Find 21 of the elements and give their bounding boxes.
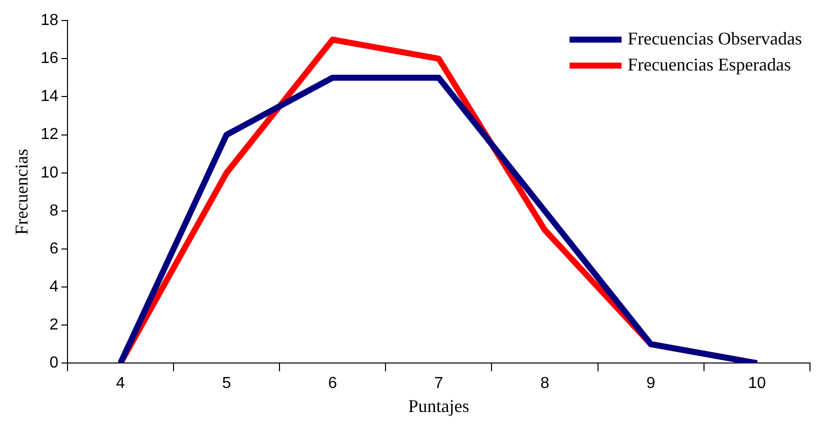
legend-label: Frecuencias Observadas: [628, 28, 802, 48]
legend-label: Frecuencias Esperadas: [628, 54, 792, 74]
y-tick-label: 2: [49, 316, 58, 334]
x-tick-label: 6: [328, 375, 338, 392]
y-tick-label: 14: [40, 88, 58, 106]
x-tick-label: 4: [116, 375, 125, 392]
y-tick-label: 12: [40, 126, 58, 144]
x-tick-label: 5: [222, 375, 232, 392]
x-tick-label: 8: [540, 375, 550, 392]
y-tick-label: 0: [49, 354, 58, 372]
y-tick-label: 6: [49, 240, 58, 258]
x-axis-title: Puntajes: [408, 396, 470, 416]
y-tick-label: 8: [49, 202, 58, 220]
y-tick-label: 10: [40, 164, 58, 182]
x-tick-label: 10: [748, 375, 766, 392]
y-tick-label: 18: [40, 12, 58, 30]
x-tick-label: 9: [646, 375, 656, 392]
x-tick-label: 7: [434, 375, 444, 392]
y-tick-label: 16: [40, 50, 58, 68]
y-tick-label: 4: [49, 278, 58, 296]
y-axis-title: Frecuencias: [12, 148, 32, 235]
